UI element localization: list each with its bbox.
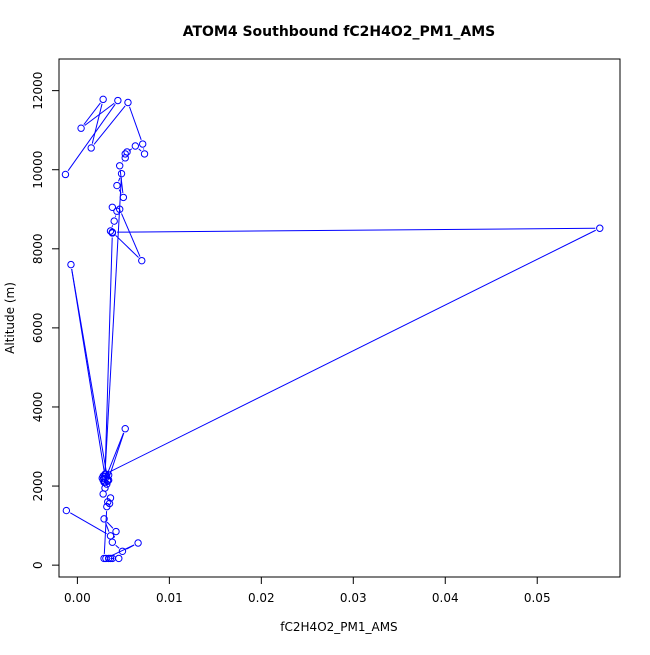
y-tick-label: 2000	[31, 471, 45, 502]
series-segment	[129, 107, 141, 140]
data-point	[135, 540, 141, 546]
chart-title: ATOM4 Southbound fC2H4O2_PM1_AMS	[183, 24, 496, 40]
data-point	[113, 528, 119, 534]
series-layer	[68, 103, 596, 559]
y-axis-label: Altitude (m)	[3, 282, 17, 354]
series-segment	[139, 149, 141, 151]
series-segment	[116, 545, 119, 548]
data-point	[88, 145, 94, 151]
data-point	[109, 204, 115, 210]
data-point	[62, 171, 68, 177]
y-tick-label: 6000	[31, 313, 45, 344]
data-point	[109, 539, 115, 545]
data-point	[100, 491, 106, 497]
data-point	[111, 218, 117, 224]
x-tick-label: 0.02	[248, 591, 275, 605]
data-point	[139, 141, 145, 147]
series-segment	[70, 513, 106, 534]
series-segment	[116, 235, 139, 257]
series-segment	[107, 522, 113, 528]
plot-area	[59, 59, 620, 577]
y-tick-label: 10000	[31, 151, 45, 189]
data-point	[100, 96, 106, 102]
data-point	[63, 507, 69, 513]
data-point	[118, 170, 124, 176]
x-tick-label: 0.05	[524, 591, 551, 605]
x-tick-label: 0.04	[432, 591, 459, 605]
data-point	[68, 261, 74, 267]
series-segment	[72, 269, 105, 472]
series-segment	[85, 103, 115, 125]
series-segment	[92, 104, 102, 144]
series-segment	[119, 178, 120, 181]
series-segment	[109, 230, 596, 472]
x-tick-label: 0.03	[340, 591, 367, 605]
data-point	[78, 125, 84, 131]
data-point	[120, 194, 126, 200]
data-point	[122, 426, 128, 432]
y-tick-label: 4000	[31, 392, 45, 423]
data-point	[597, 225, 603, 231]
points-layer	[62, 96, 603, 561]
y-tick-label: 0	[31, 561, 45, 569]
data-point	[107, 533, 113, 539]
y-tick-label: 8000	[31, 234, 45, 265]
data-point	[116, 163, 122, 169]
data-point	[139, 257, 145, 263]
data-point	[116, 555, 122, 561]
data-point	[114, 182, 120, 188]
x-axis-label: fC2H4O2_PM1_AMS	[280, 620, 397, 634]
series-segment	[106, 433, 124, 478]
data-point	[141, 151, 147, 157]
y-axis: 0 2000 4000 6000 8000 10000 12000	[31, 72, 59, 569]
x-axis: 0.00 0.01 0.02 0.03 0.04 0.05	[64, 577, 551, 605]
series-segment	[105, 178, 121, 470]
data-point	[115, 97, 121, 103]
data-point	[125, 99, 131, 105]
x-tick-label: 0.01	[156, 591, 183, 605]
x-tick-label: 0.00	[64, 591, 91, 605]
data-point	[132, 143, 138, 149]
series-segment	[117, 228, 595, 232]
y-tick-label: 12000	[31, 72, 45, 110]
series-segment	[112, 225, 113, 226]
